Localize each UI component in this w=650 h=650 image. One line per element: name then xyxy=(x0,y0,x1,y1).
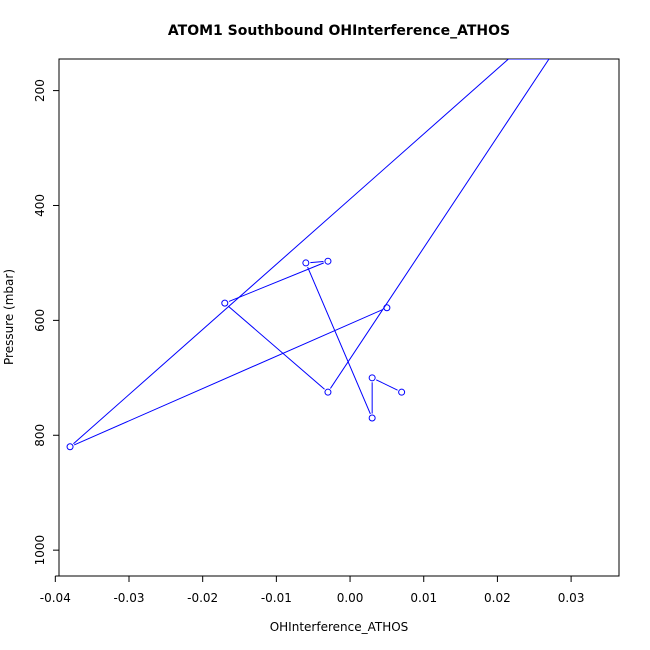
x-tick-label: -0.02 xyxy=(187,591,218,605)
x-axis-label: OHInterference_ATHOS xyxy=(270,620,409,634)
x-tick-label: 0.02 xyxy=(484,591,511,605)
y-tick-label: 400 xyxy=(33,194,47,217)
x-tick-label: -0.01 xyxy=(261,591,292,605)
series-segment xyxy=(330,59,550,389)
series-segment xyxy=(73,59,509,445)
chart-title: ATOM1 Southbound OHInterference_ATHOS xyxy=(168,23,510,39)
data-point xyxy=(383,304,391,312)
plot-frame xyxy=(58,58,620,577)
x-axis: -0.04 -0.03 -0.02 -0.01 0.00 0.01 0.02 0.03 xyxy=(40,575,585,605)
data-point xyxy=(66,443,74,451)
x-tick-label: -0.04 xyxy=(40,591,71,605)
x-tick-label: 0.00 xyxy=(337,591,364,605)
x-tick-label: 0.01 xyxy=(410,591,437,605)
y-tick-label: 600 xyxy=(33,309,47,332)
series-segment xyxy=(310,261,324,264)
data-point xyxy=(221,299,229,307)
series-segment xyxy=(375,379,398,391)
y-axis-label: Pressure (mbar) xyxy=(2,269,16,365)
series-segment xyxy=(307,266,371,415)
data-point xyxy=(368,414,376,422)
data-point xyxy=(324,257,332,265)
data-point xyxy=(324,388,332,396)
data-point xyxy=(398,388,406,396)
data-point xyxy=(302,259,310,267)
y-tick-label: 200 xyxy=(33,79,47,102)
series-segment xyxy=(73,309,383,446)
series-segment xyxy=(228,262,324,302)
x-tick-label: 0.03 xyxy=(558,591,585,605)
data-point xyxy=(368,374,376,382)
y-tick-label: 800 xyxy=(33,424,47,447)
x-tick-label: -0.03 xyxy=(113,591,144,605)
series-group xyxy=(66,59,550,451)
y-tick-label: 1000 xyxy=(33,535,47,566)
series-segment xyxy=(227,305,325,390)
y-axis: 200 400 600 800 1000 xyxy=(33,79,60,566)
